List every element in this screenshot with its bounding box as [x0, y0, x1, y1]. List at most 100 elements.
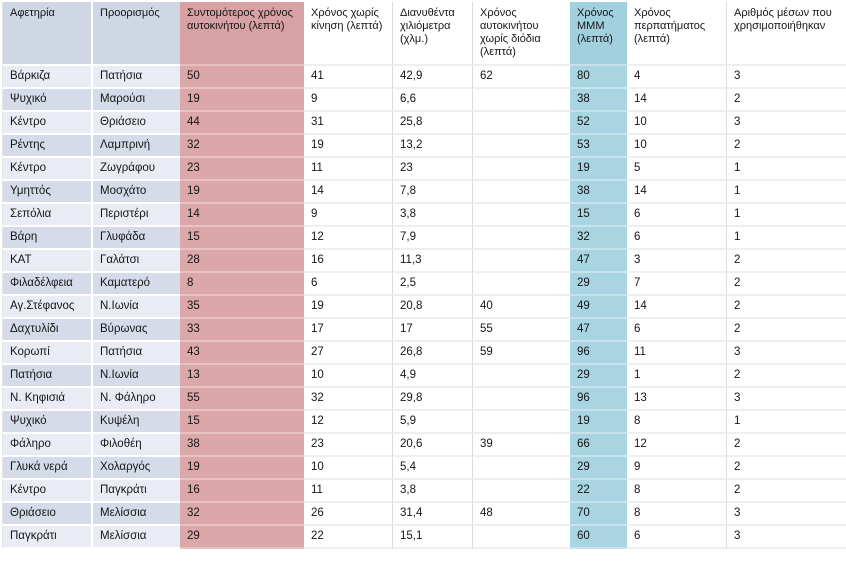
cell-modes-used-count[interactable]: 3 — [727, 503, 846, 526]
cell-shortest-car-time[interactable]: 19 — [180, 457, 304, 480]
cell-shortest-car-time[interactable]: 14 — [180, 204, 304, 227]
cell-time-without-traffic[interactable]: 32 — [304, 388, 393, 411]
cell-public-transport-time[interactable]: 60 — [570, 526, 627, 549]
cell-car-time-no-tolls[interactable] — [473, 181, 570, 204]
cell-walking-time[interactable]: 8 — [627, 503, 727, 526]
cell-modes-used-count[interactable]: 1 — [727, 181, 846, 204]
cell-origin[interactable]: Ν. Κηφισιά — [2, 388, 93, 411]
cell-distance-km[interactable]: 7,8 — [393, 181, 473, 204]
cell-walking-time[interactable]: 14 — [627, 181, 727, 204]
cell-destination[interactable]: Μοσχάτο — [93, 181, 180, 204]
cell-time-without-traffic[interactable]: 31 — [304, 112, 393, 135]
cell-shortest-car-time[interactable]: 44 — [180, 112, 304, 135]
cell-origin[interactable]: Θριάσειο — [2, 503, 93, 526]
cell-walking-time[interactable]: 12 — [627, 434, 727, 457]
cell-public-transport-time[interactable]: 80 — [570, 66, 627, 89]
cell-distance-km[interactable]: 13,2 — [393, 135, 473, 158]
cell-modes-used-count[interactable]: 2 — [727, 480, 846, 503]
cell-modes-used-count[interactable]: 3 — [727, 526, 846, 549]
cell-modes-used-count[interactable]: 2 — [727, 250, 846, 273]
cell-origin[interactable]: Υμηττός — [2, 181, 93, 204]
cell-modes-used-count[interactable]: 3 — [727, 388, 846, 411]
cell-walking-time[interactable]: 11 — [627, 342, 727, 365]
cell-shortest-car-time[interactable]: 38 — [180, 434, 304, 457]
cell-origin[interactable]: Κορωπί — [2, 342, 93, 365]
cell-destination[interactable]: Γαλάτσι — [93, 250, 180, 273]
cell-distance-km[interactable]: 5,4 — [393, 457, 473, 480]
cell-walking-time[interactable]: 14 — [627, 296, 727, 319]
cell-distance-km[interactable]: 3,8 — [393, 480, 473, 503]
cell-origin[interactable]: Φάληρο — [2, 434, 93, 457]
cell-shortest-car-time[interactable]: 13 — [180, 365, 304, 388]
cell-public-transport-time[interactable]: 96 — [570, 388, 627, 411]
cell-time-without-traffic[interactable]: 19 — [304, 296, 393, 319]
cell-origin[interactable]: Βάρκιζα — [2, 66, 93, 89]
cell-distance-km[interactable]: 11,3 — [393, 250, 473, 273]
cell-time-without-traffic[interactable]: 6 — [304, 273, 393, 296]
cell-modes-used-count[interactable]: 2 — [727, 434, 846, 457]
cell-destination[interactable]: Μαρούσι — [93, 89, 180, 112]
cell-modes-used-count[interactable]: 1 — [727, 158, 846, 181]
cell-destination[interactable]: Κυψέλη — [93, 411, 180, 434]
cell-car-time-no-tolls[interactable] — [473, 411, 570, 434]
cell-origin[interactable]: Σεπόλια — [2, 204, 93, 227]
cell-modes-used-count[interactable]: 2 — [727, 319, 846, 342]
cell-modes-used-count[interactable]: 2 — [727, 89, 846, 112]
cell-walking-time[interactable]: 13 — [627, 388, 727, 411]
cell-destination[interactable]: Λαμπρινή — [93, 135, 180, 158]
cell-destination[interactable]: Ν.Ιωνία — [93, 296, 180, 319]
cell-public-transport-time[interactable]: 70 — [570, 503, 627, 526]
cell-shortest-car-time[interactable]: 29 — [180, 526, 304, 549]
cell-origin[interactable]: Ρέντης — [2, 135, 93, 158]
cell-shortest-car-time[interactable]: 15 — [180, 227, 304, 250]
cell-distance-km[interactable]: 31,4 — [393, 503, 473, 526]
cell-time-without-traffic[interactable]: 23 — [304, 434, 393, 457]
cell-time-without-traffic[interactable]: 22 — [304, 526, 393, 549]
cell-time-without-traffic[interactable]: 10 — [304, 365, 393, 388]
cell-distance-km[interactable]: 29,8 — [393, 388, 473, 411]
cell-destination[interactable]: Χολαργός — [93, 457, 180, 480]
cell-distance-km[interactable]: 17 — [393, 319, 473, 342]
cell-time-without-traffic[interactable]: 10 — [304, 457, 393, 480]
cell-distance-km[interactable]: 6,6 — [393, 89, 473, 112]
cell-public-transport-time[interactable]: 96 — [570, 342, 627, 365]
cell-car-time-no-tolls[interactable]: 62 — [473, 66, 570, 89]
cell-walking-time[interactable]: 6 — [627, 526, 727, 549]
cell-public-transport-time[interactable]: 47 — [570, 250, 627, 273]
cell-destination[interactable]: Μελίσσια — [93, 503, 180, 526]
cell-origin[interactable]: Αγ.Στέφανος — [2, 296, 93, 319]
cell-shortest-car-time[interactable]: 19 — [180, 89, 304, 112]
cell-public-transport-time[interactable]: 15 — [570, 204, 627, 227]
cell-car-time-no-tolls[interactable] — [473, 135, 570, 158]
cell-public-transport-time[interactable]: 49 — [570, 296, 627, 319]
cell-destination[interactable]: Πατήσια — [93, 66, 180, 89]
cell-walking-time[interactable]: 14 — [627, 89, 727, 112]
cell-car-time-no-tolls[interactable] — [473, 273, 570, 296]
cell-origin[interactable]: Γλυκά νερά — [2, 457, 93, 480]
cell-destination[interactable]: Καματερό — [93, 273, 180, 296]
cell-distance-km[interactable]: 42,9 — [393, 66, 473, 89]
cell-car-time-no-tolls[interactable]: 59 — [473, 342, 570, 365]
cell-destination[interactable]: Περιστέρι — [93, 204, 180, 227]
cell-time-without-traffic[interactable]: 14 — [304, 181, 393, 204]
cell-distance-km[interactable]: 2,5 — [393, 273, 473, 296]
cell-destination[interactable]: Παγκράτι — [93, 480, 180, 503]
cell-origin[interactable]: Ψυχικό — [2, 411, 93, 434]
cell-shortest-car-time[interactable]: 15 — [180, 411, 304, 434]
cell-time-without-traffic[interactable]: 17 — [304, 319, 393, 342]
cell-distance-km[interactable]: 7,9 — [393, 227, 473, 250]
cell-destination[interactable]: Φιλοθέη — [93, 434, 180, 457]
cell-distance-km[interactable]: 25,8 — [393, 112, 473, 135]
cell-modes-used-count[interactable]: 2 — [727, 273, 846, 296]
cell-time-without-traffic[interactable]: 27 — [304, 342, 393, 365]
cell-walking-time[interactable]: 9 — [627, 457, 727, 480]
cell-car-time-no-tolls[interactable] — [473, 388, 570, 411]
cell-distance-km[interactable]: 20,8 — [393, 296, 473, 319]
cell-shortest-car-time[interactable]: 28 — [180, 250, 304, 273]
cell-origin[interactable]: Παγκράτι — [2, 526, 93, 549]
cell-walking-time[interactable]: 7 — [627, 273, 727, 296]
cell-distance-km[interactable]: 15,1 — [393, 526, 473, 549]
cell-shortest-car-time[interactable]: 35 — [180, 296, 304, 319]
cell-time-without-traffic[interactable]: 11 — [304, 158, 393, 181]
cell-public-transport-time[interactable]: 19 — [570, 411, 627, 434]
